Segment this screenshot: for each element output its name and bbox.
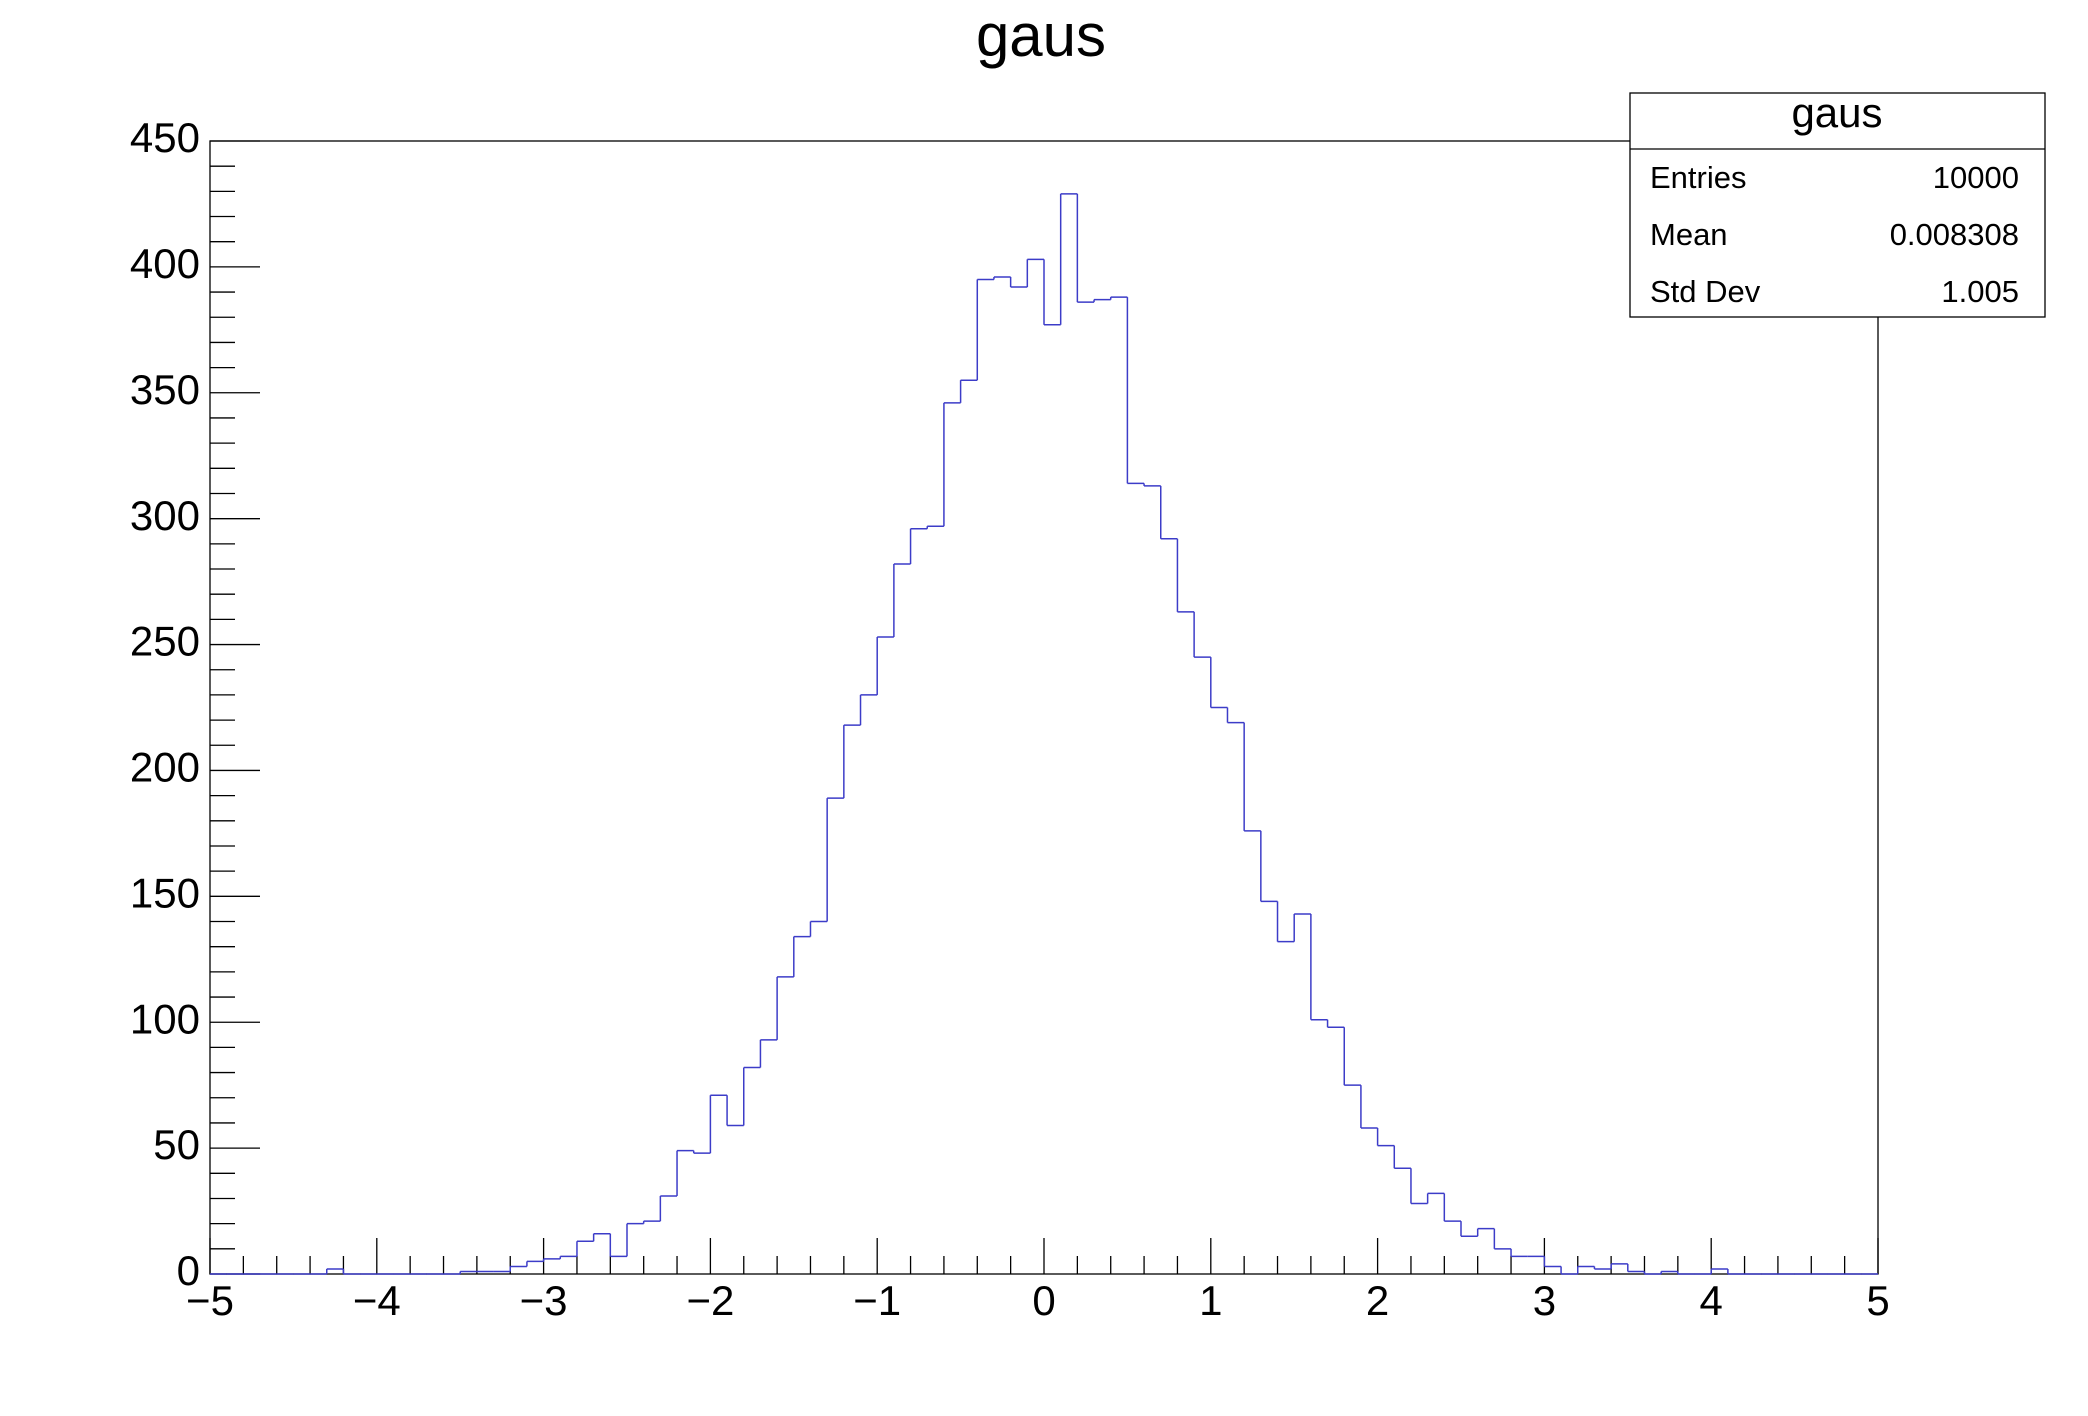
y-tick-label: 250 [130,618,200,665]
y-tick-label: 0 [177,1247,200,1294]
x-tick-label: 0 [1032,1277,1055,1324]
stats-title: gaus [1791,89,1882,136]
x-tick-label: 3 [1533,1277,1556,1324]
y-tick-label: 50 [153,1121,200,1168]
stats-frame [1629,92,2046,318]
y-tick-label: 350 [130,366,200,413]
stats-label: Std Dev [1650,274,1761,309]
chart-title: gaus [976,2,1106,69]
y-tick-label: 200 [130,744,200,791]
x-tick-label: −5 [186,1277,234,1324]
y-tick-label: 450 [130,114,200,161]
x-tick-label: −3 [520,1277,568,1324]
y-tick-label: 100 [130,995,200,1042]
stats-label: Entries [1650,160,1746,195]
stats-value: 0.008308 [1890,217,2019,252]
y-tick-label: 150 [130,869,200,916]
x-tick-label: 5 [1866,1277,1889,1324]
x-tick-label: 2 [1366,1277,1389,1324]
y-tick-label: 400 [130,240,200,287]
stats-value: 1.005 [1941,274,2019,309]
x-tick-label: −4 [353,1277,401,1324]
y-tick-label: 300 [130,492,200,539]
x-tick-label: 4 [1700,1277,1723,1324]
x-tick-label: −2 [686,1277,734,1324]
stats-label: Mean [1650,217,1728,252]
x-tick-label: 1 [1199,1277,1222,1324]
x-tick-label: −1 [853,1277,901,1324]
stats-value: 10000 [1933,160,2019,195]
stats-box: gaus Entries 10000 Mean 0.008308 Std Dev 1.00… [1629,89,2046,318]
